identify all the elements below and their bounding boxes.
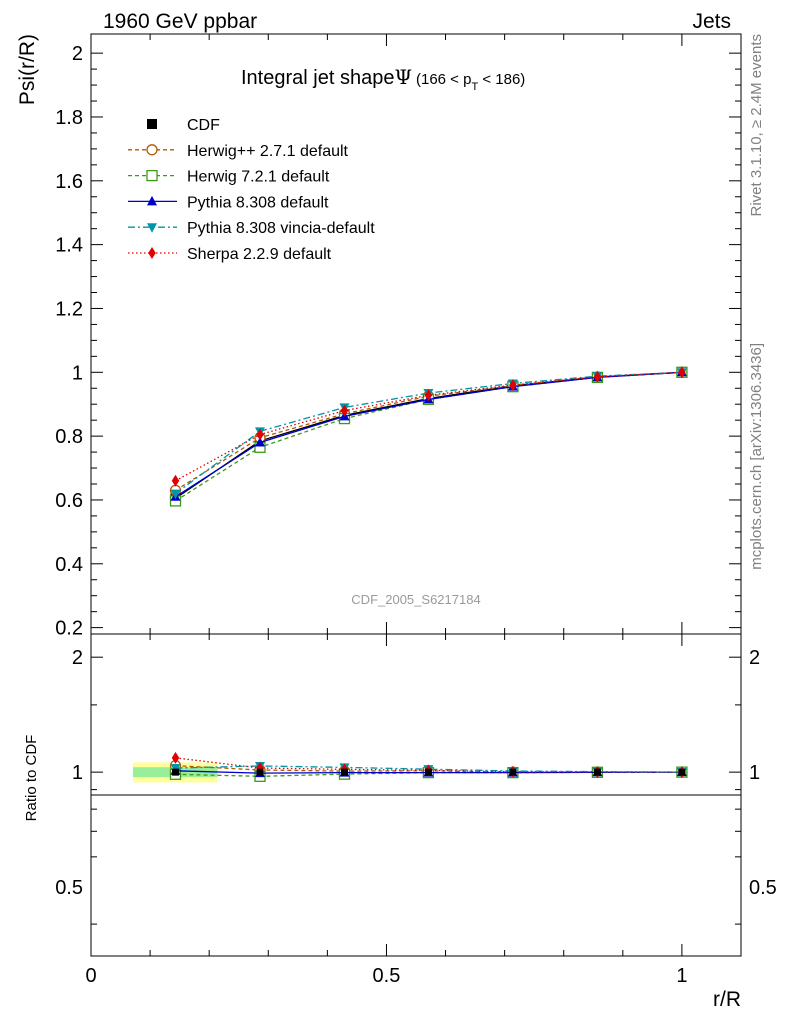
ratio-y-tick-label-right: 0.5 <box>749 877 777 899</box>
main-data-point <box>255 437 265 447</box>
ratio-reference-point <box>509 768 517 776</box>
main-data-point <box>424 389 433 402</box>
main-series-0 <box>170 367 687 504</box>
ratio-frame <box>90 633 742 957</box>
main-y-tick-label: 0.2 <box>55 618 83 640</box>
main-data-point <box>509 379 517 392</box>
main-ylabel: Psi(r/R) <box>16 34 39 105</box>
main-series-1 <box>169 366 688 497</box>
legend-item: Herwig 7.2.1 default <box>128 169 330 186</box>
main-panel: 0.2 0.4 0.6 0.8 1 1.2 1.4 1.6 1.8 2 CDF_2005_S621… <box>16 33 742 640</box>
legend-label: Pythia 8.308 default <box>187 194 329 211</box>
main-series-5 <box>171 366 686 487</box>
title-symbol: Ψ <box>394 65 412 89</box>
title-range-close: < 186) <box>478 71 525 88</box>
main-y-tick-label: 0.6 <box>55 490 83 512</box>
main-title: Integral jet shapeΨ (166 < pT < 186) <box>241 65 525 93</box>
main-data-point <box>171 474 180 487</box>
x-tick-label: 0.5 <box>373 965 401 987</box>
x-tick-label: 1 <box>676 965 687 987</box>
rivet-label: Rivet 3.1.10, ≥ 2.4M events <box>748 34 765 217</box>
main-series-group <box>169 366 688 507</box>
ratio-y-tick-label: 2 <box>72 647 83 669</box>
legend-marker <box>147 223 157 233</box>
legend-label: Pythia 8.308 vincia-default <box>187 220 375 237</box>
main-y-tick-label: 1 <box>72 362 83 384</box>
header-process: Jets <box>692 10 731 33</box>
main-y-tick-label: 1.8 <box>55 107 83 129</box>
legend-item: Sherpa 2.2.9 default <box>128 246 332 263</box>
ratio-y-tick-label: 1 <box>72 762 83 784</box>
legend-label: Herwig++ 2.7.1 default <box>187 143 349 160</box>
ratio-reference-point <box>341 768 348 776</box>
ratio-y-tick-label-right: 2 <box>749 647 760 669</box>
main-y-tick-label: 1.2 <box>55 298 83 320</box>
ratio-reference-point <box>256 768 264 776</box>
main-data-point <box>678 366 686 379</box>
legend-marker <box>148 247 156 259</box>
x-tick-label: 0 <box>85 965 96 987</box>
main-series-2 <box>169 366 688 507</box>
mcplots-label: mcplots.cern.ch [arXiv:1306.3436] <box>748 343 765 570</box>
main-series-3 <box>170 366 687 501</box>
ratio-reference-point <box>593 768 601 776</box>
title-range-sub: T <box>471 81 478 93</box>
main-data-point <box>593 370 602 383</box>
main-y-tick-label: 0.4 <box>55 554 83 576</box>
main-y-tick-label: 2 <box>72 43 83 65</box>
legend-item: CDF <box>147 117 220 134</box>
legend-marker <box>147 195 157 206</box>
legend-marker <box>147 119 157 129</box>
legend-label: Herwig 7.2.1 default <box>187 169 330 186</box>
ratio-data-point <box>171 751 180 764</box>
legend-label: Sherpa 2.2.9 default <box>187 246 332 263</box>
title-main: Integral jet shape <box>241 67 394 89</box>
main-series-4 <box>170 368 687 500</box>
ratio-series-group <box>169 751 688 782</box>
ratio-reference-point <box>678 768 686 776</box>
ratio-axis-ticks: 0 0.5 1 0.5 0.5 1 1 2 2 <box>55 634 777 987</box>
main-data-point <box>340 404 349 417</box>
main-axis-ticks: 0.2 0.4 0.6 0.8 1 1.2 1.4 1.6 1.8 2 <box>55 34 742 640</box>
legend-item: Herwig++ 2.7.1 default <box>128 143 349 160</box>
ratio-y-tick-label: 0.5 <box>55 877 83 899</box>
main-data-point <box>170 489 181 500</box>
main-y-tick-label: 0.8 <box>55 426 83 448</box>
title-range-open: (166 < p <box>416 71 471 88</box>
legend-item: Pythia 8.308 vincia-default <box>128 220 375 237</box>
legend-label: CDF <box>187 117 220 134</box>
main-series-line <box>175 371 682 482</box>
legend-item: Pythia 8.308 default <box>128 194 329 211</box>
ratio-panel: 0 0.5 1 0.5 0.5 1 1 2 2 Ratio to CDF r/R <box>23 633 777 1011</box>
ratio-ylabel: Ratio to CDF <box>23 735 40 822</box>
legend-marker <box>146 144 158 156</box>
x-axis-label: r/R <box>713 988 741 1011</box>
header-energy: 1960 GeV ppbar <box>103 10 257 33</box>
ratio-y-tick-label-right: 1 <box>749 762 760 784</box>
main-y-tick-label: 1.4 <box>55 235 83 257</box>
legend: CDF Herwig++ 2.7.1 default Herwig 7.2.1 de… <box>128 117 375 263</box>
ratio-reference-point <box>424 768 432 776</box>
main-y-tick-label: 1.6 <box>55 171 83 193</box>
legend-marker <box>146 169 158 182</box>
main-data-point <box>256 428 264 441</box>
main-watermark: CDF_2005_S6217184 <box>351 592 480 607</box>
ratio-reference-point <box>172 768 179 776</box>
